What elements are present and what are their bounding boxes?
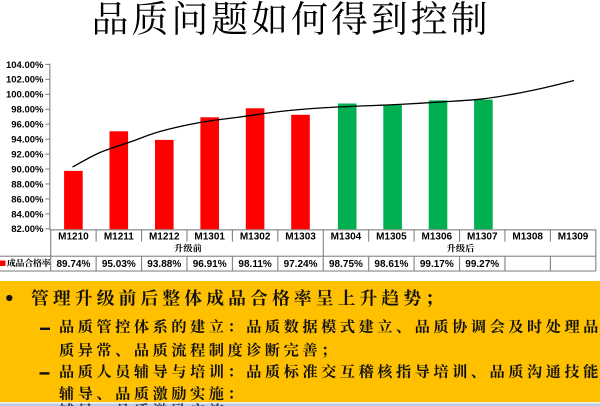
svg-text:M1305: M1305 xyxy=(376,232,407,243)
svg-text:95.03%: 95.03% xyxy=(102,259,136,270)
svg-text:92.00%: 92.00% xyxy=(11,149,44,160)
svg-text:M1210: M1210 xyxy=(58,232,89,243)
svg-text:98.61%: 98.61% xyxy=(374,259,408,270)
svg-text:88.00%: 88.00% xyxy=(11,179,44,190)
svg-text:84.00%: 84.00% xyxy=(11,209,44,220)
svg-text:99.27%: 99.27% xyxy=(465,259,499,270)
svg-text:M1212: M1212 xyxy=(149,232,180,243)
svg-text:M1302: M1302 xyxy=(240,232,271,243)
svg-text:86.00%: 86.00% xyxy=(11,194,44,205)
svg-text:M1307: M1307 xyxy=(467,232,498,243)
svg-text:96.00%: 96.00% xyxy=(11,120,44,131)
svg-text:M1303: M1303 xyxy=(285,232,316,243)
svg-text:M1304: M1304 xyxy=(331,232,362,243)
svg-text:99.17%: 99.17% xyxy=(420,259,454,270)
svg-text:98.00%: 98.00% xyxy=(11,105,44,116)
svg-text:M1306: M1306 xyxy=(422,232,453,243)
svg-text:M1309: M1309 xyxy=(558,232,589,243)
svg-text:82.00%: 82.00% xyxy=(11,224,44,235)
svg-text:98.75%: 98.75% xyxy=(329,259,363,270)
svg-text:M1211: M1211 xyxy=(104,232,134,243)
svg-text:97.24%: 97.24% xyxy=(284,259,318,270)
svg-text:M1301: M1301 xyxy=(194,232,225,243)
svg-text:94.00%: 94.00% xyxy=(11,135,44,146)
svg-text:98.11%: 98.11% xyxy=(238,259,271,270)
svg-text:102.00%: 102.00% xyxy=(6,75,44,86)
svg-text:104.00%: 104.00% xyxy=(6,60,44,71)
svg-text:M1308: M1308 xyxy=(512,232,543,243)
svg-text:93.88%: 93.88% xyxy=(147,259,181,270)
svg-text:90.00%: 90.00% xyxy=(11,164,44,175)
svg-text:100.00%: 100.00% xyxy=(6,90,44,101)
svg-text:89.74%: 89.74% xyxy=(56,259,90,270)
svg-text:96.91%: 96.91% xyxy=(193,259,227,270)
